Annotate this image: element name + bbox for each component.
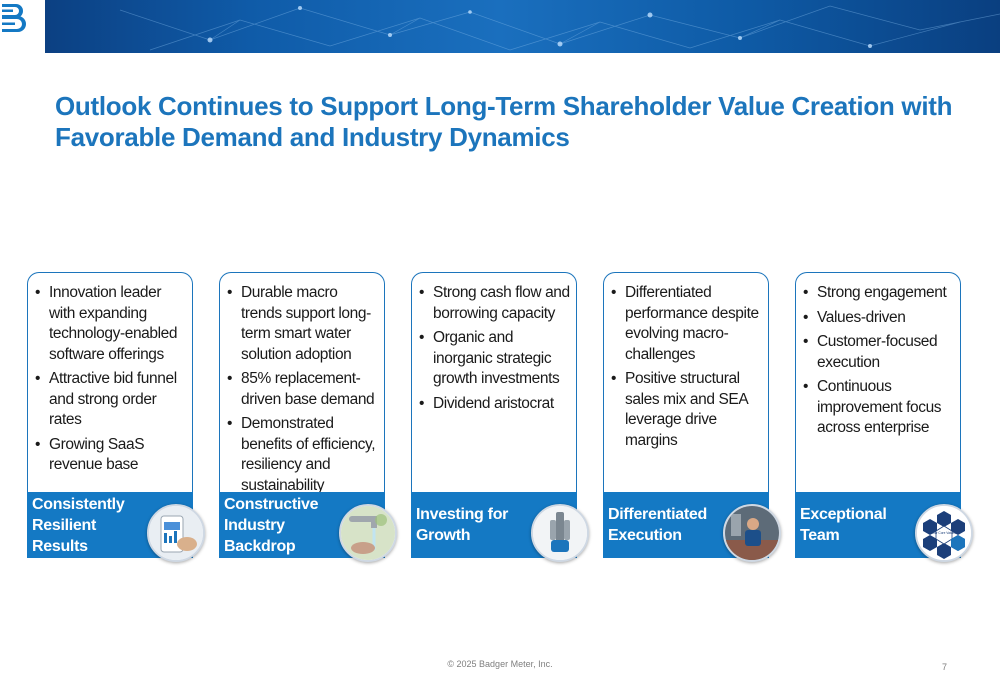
bullet-item: Organic and inorganic strategic growth i… xyxy=(418,328,570,390)
card-exceptional-team: Strong engagement Values-driven Customer… xyxy=(795,272,973,574)
card-consistently-resilient-results: Innovation leader with expanding technol… xyxy=(27,272,205,574)
manufacturing-worker-icon xyxy=(723,504,781,562)
card-content-box: Durable macro trends support long-term s… xyxy=(219,272,385,494)
card-footer-label: Consistently Resilient Results xyxy=(32,496,125,555)
bullet-item: 85% replacement-driven base demand xyxy=(226,369,378,410)
page-title: Outlook Continues to Support Long-Term S… xyxy=(55,91,953,152)
bullet-item: Demonstrated benefits of efficiency, res… xyxy=(226,414,378,496)
card-content-box: Innovation leader with expanding technol… xyxy=(27,272,193,492)
bullet-item: Innovation leader with expanding technol… xyxy=(34,283,186,365)
card-content-box: Strong engagement Values-driven Customer… xyxy=(795,272,961,492)
card-footer-label: Exceptional Team xyxy=(800,506,887,544)
card-differentiated-execution: Differentiated performance despite evolv… xyxy=(603,272,781,574)
bullet-list: Innovation leader with expanding technol… xyxy=(28,273,192,476)
water-quality-sensor-icon xyxy=(531,504,589,562)
network-background-graphic xyxy=(119,5,1000,51)
company-logo xyxy=(0,0,45,53)
bullet-list: Strong engagement Values-driven Customer… xyxy=(796,273,960,439)
bullet-list: Durable macro trends support long-term s… xyxy=(220,273,384,496)
card-investing-for-growth: Strong cash flow and borrowing capacity … xyxy=(411,272,589,574)
bullet-list: Differentiated performance despite evolv… xyxy=(604,273,768,451)
bullet-item: Differentiated performance despite evolv… xyxy=(610,283,762,365)
bullet-item: Durable macro trends support long-term s… xyxy=(226,283,378,365)
card-footer-label: Constructive Industry Backdrop xyxy=(224,496,319,555)
header-banner xyxy=(0,0,1000,53)
bullet-item: Continuous improvement focus across ente… xyxy=(802,377,954,439)
bullet-item: Attractive bid funnel and strong order r… xyxy=(34,369,186,431)
card-content-box: Strong cash flow and borrowing capacity … xyxy=(411,272,577,492)
bullet-item: Values-driven xyxy=(802,308,954,329)
page-number: 7 xyxy=(942,662,948,672)
bullet-item: Growing SaaS revenue base xyxy=(34,435,186,476)
card-footer-label: Investing for Growth xyxy=(416,506,509,544)
core-values-hexagon-icon: Our Core Values xyxy=(915,504,973,562)
bullet-item: Customer-focused execution xyxy=(802,332,954,373)
bullet-item: Strong cash flow and borrowing capacity xyxy=(418,283,570,324)
core-values-center-text: Our Core Values xyxy=(932,531,956,535)
bullet-list: Strong cash flow and borrowing capacity … xyxy=(412,273,576,414)
bullet-item: Strong engagement xyxy=(802,283,954,304)
card-footer-label: Differentiated Execution xyxy=(608,506,707,544)
water-faucet-icon xyxy=(339,504,397,562)
bullet-item: Positive structural sales mix and SEA le… xyxy=(610,369,762,451)
copyright-text: © 2025 Badger Meter, Inc. xyxy=(447,659,553,669)
card-constructive-industry-backdrop: Durable macro trends support long-term s… xyxy=(219,272,397,574)
mobile-app-analytics-icon xyxy=(147,504,205,562)
card-content-box: Differentiated performance despite evolv… xyxy=(603,272,769,492)
bullet-item: Dividend aristocrat xyxy=(418,394,570,415)
